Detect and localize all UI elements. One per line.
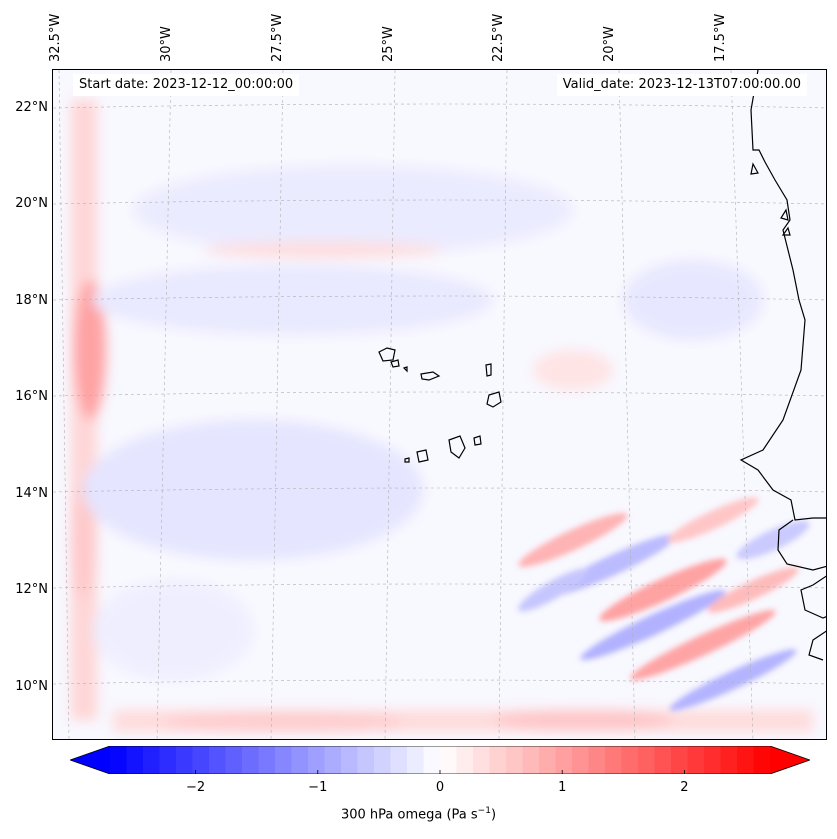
colorbar-cell	[671, 746, 688, 774]
start-date-label: Start date: 2023-12-12_00:00:00	[73, 74, 300, 96]
colorbar-extend-low	[70, 746, 110, 774]
colorbar-cell	[522, 746, 540, 774]
colorbar-cell	[473, 746, 490, 774]
colorbar-cell	[737, 746, 754, 774]
lon-tick-label: 22.5°W	[491, 13, 507, 62]
lon-tick-label: 27.5°W	[269, 13, 285, 62]
colorbar-cell	[605, 746, 622, 774]
colorbar-cell	[275, 746, 292, 774]
colorbar-cell	[654, 746, 672, 774]
colorbar-label-end: )	[490, 807, 497, 823]
colorbar-cell	[506, 746, 523, 774]
map-panel	[52, 69, 827, 740]
colorbar-tick-label: 2	[680, 780, 689, 795]
colorbar-cell	[423, 746, 441, 774]
colorbar-cell	[687, 746, 705, 774]
colorbar-cell	[341, 746, 358, 774]
colorbar-cell	[456, 746, 474, 774]
colorbar-cell	[638, 746, 655, 774]
colorbar-cell	[192, 746, 210, 774]
lat-tick-label: 18°N	[15, 292, 48, 308]
colorbar-cell	[308, 746, 325, 774]
colorbar-cell	[440, 746, 457, 774]
colorbar-cell	[126, 746, 144, 774]
gridlines	[53, 70, 826, 739]
colorbar-label-text: 300 hPa omega (Pa s	[340, 807, 478, 823]
omega-shading	[53, 70, 826, 739]
colorbar-cell	[390, 746, 408, 774]
colorbar-cell	[374, 746, 391, 774]
colorbar-cell	[143, 746, 160, 774]
colorbar-cell	[704, 746, 721, 774]
colorbar-cell	[621, 746, 639, 774]
colorbar-cell	[242, 746, 259, 774]
colorbar-cell	[209, 746, 226, 774]
lon-tick-label: 30°W	[159, 26, 175, 62]
colorbar-graphic	[68, 745, 812, 775]
colorbar-cell	[407, 746, 424, 774]
colorbar-cell	[110, 746, 127, 774]
colorbar-cell	[159, 746, 177, 774]
colorbar-extend-high	[770, 746, 810, 774]
lon-tick-label: 17.5°W	[712, 13, 728, 62]
coastlines	[739, 70, 826, 661]
colorbar-cell	[555, 746, 573, 774]
colorbar-cell	[753, 746, 771, 774]
lat-tick-label: 14°N	[15, 485, 48, 501]
colorbar-cell	[572, 746, 589, 774]
colorbar-cell	[357, 746, 375, 774]
colorbar-label-exponent: −1	[477, 806, 491, 816]
colorbar	[68, 745, 812, 775]
lon-tick-label: 32.5°W	[48, 13, 64, 62]
colorbar-cell	[225, 746, 243, 774]
lat-tick-label: 12°N	[15, 582, 48, 598]
valid-date-label: Valid_date: 2023-12-13T07:00:00.00	[556, 74, 807, 96]
colorbar-cell	[176, 746, 193, 774]
colorbar-label: 300 hPa omega (Pa s−1)	[0, 806, 837, 822]
colorbar-cell	[588, 746, 606, 774]
colorbar-tick-label: 0	[435, 780, 445, 795]
lat-tick-label: 10°N	[15, 678, 48, 694]
colorbar-cell	[291, 746, 309, 774]
colorbar-cell	[539, 746, 556, 774]
colorbar-tick-label: −1	[308, 780, 328, 795]
omega-field-map	[53, 70, 826, 739]
lat-tick-label: 16°N	[15, 389, 48, 405]
colorbar-cell	[324, 746, 342, 774]
lat-tick-label: 20°N	[15, 196, 48, 212]
cape-verde-islands	[378, 347, 502, 463]
colorbar-tick-label: −2	[185, 780, 206, 795]
colorbar-tick-label: 1	[558, 780, 567, 795]
lon-tick-label: 20°W	[602, 26, 617, 62]
colorbar-cell	[489, 746, 507, 774]
colorbar-cell	[258, 746, 276, 774]
colorbar-cell	[720, 746, 738, 774]
lon-tick-label: 25°W	[380, 26, 396, 62]
lat-tick-label: 22°N	[15, 99, 48, 115]
